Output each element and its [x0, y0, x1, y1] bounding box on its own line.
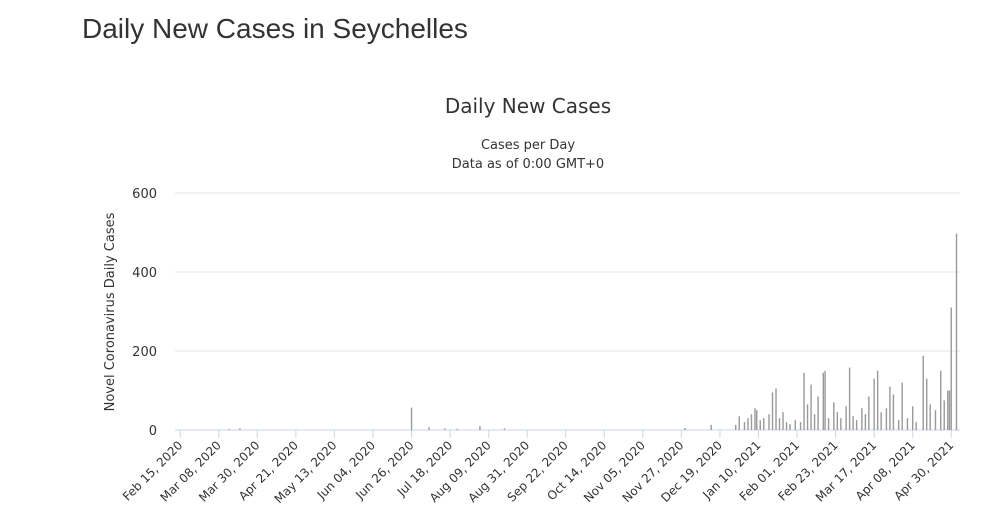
bar — [892, 394, 895, 430]
bar — [768, 414, 770, 430]
page-title: Daily New Cases in Seychelles — [82, 13, 468, 44]
bar — [684, 428, 686, 430]
bar — [799, 422, 802, 430]
bar — [840, 418, 842, 430]
bar — [950, 307, 952, 430]
chart-subtitle: Data as of 0:00 GMT+0 — [452, 157, 604, 172]
bar — [785, 422, 788, 430]
bar — [456, 428, 458, 430]
bar — [861, 408, 863, 430]
bar — [940, 370, 942, 430]
bar — [822, 372, 825, 430]
bar — [955, 233, 958, 430]
bar — [410, 407, 413, 430]
bar — [880, 412, 882, 430]
bar — [845, 406, 847, 430]
bar — [771, 392, 774, 430]
bar — [763, 418, 765, 430]
bar — [710, 424, 712, 430]
bar — [915, 422, 917, 430]
bar — [803, 372, 805, 430]
bar — [759, 420, 761, 430]
bar — [848, 367, 851, 430]
bar — [794, 420, 796, 430]
bar — [889, 386, 891, 430]
y-tick-label: 600 — [132, 187, 157, 202]
bar — [897, 420, 900, 430]
bar — [789, 424, 791, 430]
bar — [906, 418, 909, 430]
bar — [228, 429, 231, 430]
bar — [782, 412, 784, 430]
bar — [479, 426, 481, 430]
bar — [855, 420, 858, 430]
bar — [911, 406, 914, 430]
bar — [750, 414, 753, 430]
bar — [852, 416, 854, 430]
bar — [948, 390, 951, 430]
bar — [934, 410, 937, 430]
y-tick-label: 400 — [132, 266, 157, 281]
chart-title: Daily New Cases — [445, 94, 611, 118]
y-tick-label: 0 — [149, 424, 157, 439]
chart-subtitle: Cases per Day — [481, 138, 575, 153]
bar — [943, 400, 945, 430]
bar — [868, 396, 870, 430]
bar — [817, 396, 819, 430]
bar — [735, 424, 737, 430]
bar — [926, 378, 928, 430]
bar — [239, 428, 241, 430]
bar — [738, 416, 740, 430]
bar — [922, 355, 924, 430]
y-axis-label: Novel Coronavirus Daily Cases — [103, 212, 118, 411]
bar — [836, 412, 839, 430]
bar — [806, 404, 809, 430]
bar — [833, 402, 835, 430]
bar — [503, 428, 506, 430]
bar — [775, 388, 777, 430]
bar — [873, 378, 875, 430]
bar — [885, 408, 888, 430]
bar — [824, 370, 826, 430]
bar — [864, 414, 867, 430]
bar — [778, 418, 781, 430]
bar — [747, 418, 749, 430]
bar — [947, 390, 949, 430]
bar — [756, 410, 758, 430]
bar — [929, 404, 931, 430]
bar — [876, 370, 879, 430]
bar — [754, 408, 756, 430]
bar — [428, 427, 430, 430]
bar — [743, 422, 746, 430]
bar — [813, 414, 816, 430]
bar — [810, 384, 812, 430]
bar — [444, 428, 446, 430]
bar — [827, 418, 830, 430]
y-tick-label: 200 — [132, 345, 157, 360]
bar — [901, 382, 903, 430]
